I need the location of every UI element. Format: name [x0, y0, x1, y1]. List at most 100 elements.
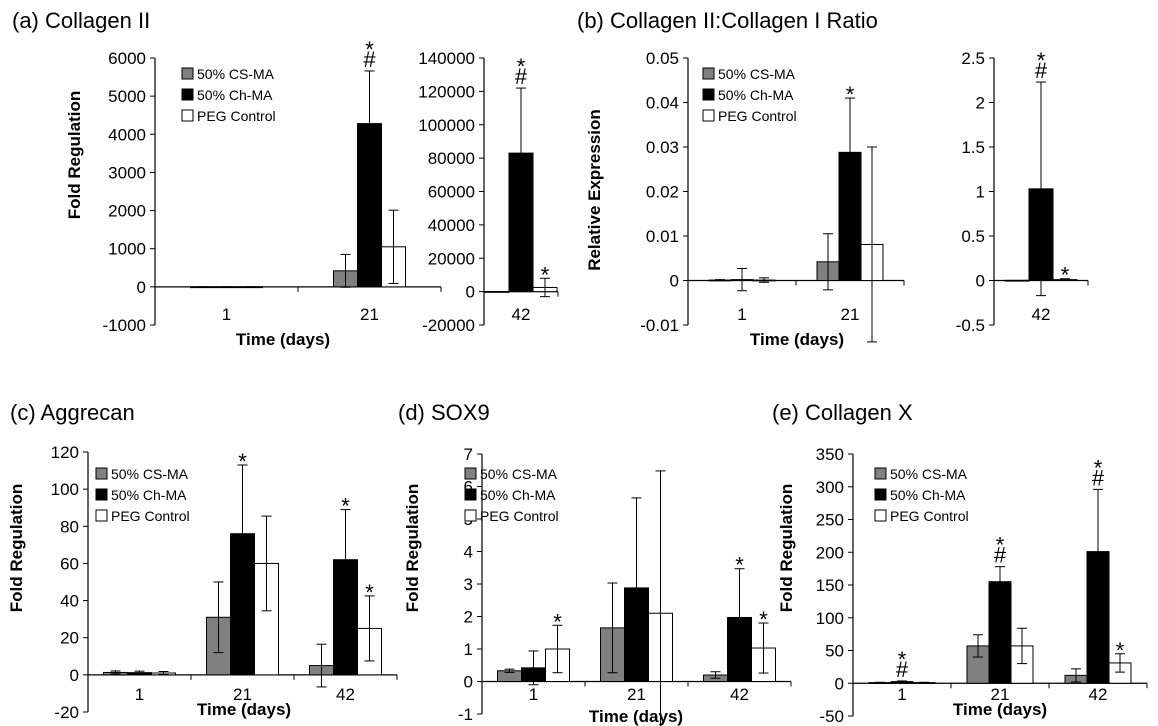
- legend-swatch: [464, 488, 477, 501]
- y-tick-label: 0: [70, 666, 79, 685]
- legend-swatch: [874, 509, 887, 522]
- legend-swatch: [181, 88, 194, 101]
- chart-title: (a) Collagen II: [12, 8, 150, 33]
- y-tick-label: 40000: [428, 216, 475, 235]
- x-tick-label: 21: [360, 305, 379, 324]
- x-tick-label: 1: [737, 305, 746, 324]
- y-tick-label: 0: [835, 674, 844, 693]
- y-tick-label: -1: [458, 705, 473, 724]
- significance-asterisk: *: [846, 82, 855, 107]
- significance-asterisk: *: [996, 533, 1005, 558]
- y-tick-label: 0.03: [646, 138, 679, 157]
- x-tick-label: 21: [627, 685, 646, 704]
- legend-swatch: [464, 467, 477, 480]
- x-axis-label: Time (days): [953, 700, 1047, 719]
- bar: [357, 123, 382, 288]
- y-tick-label: 6000: [108, 49, 146, 68]
- x-tick-label: 42: [1032, 305, 1051, 324]
- y-tick-label: 350: [816, 445, 844, 464]
- panel-b-collagen-ratio-day-42: -0.500.511.522.542*#*: [956, 48, 1089, 335]
- significance-hash: #: [363, 47, 376, 72]
- y-tick-label: 150: [816, 576, 844, 595]
- legend-label: 50% Ch-MA: [111, 487, 187, 503]
- legend-swatch: [95, 509, 108, 522]
- legend-swatch: [181, 109, 194, 122]
- significance-asterisk: *: [1116, 638, 1125, 663]
- x-tick-label: 42: [730, 685, 749, 704]
- y-tick-label: 0: [670, 272, 679, 291]
- significance-asterisk: *: [365, 37, 374, 62]
- legend-swatch: [702, 109, 715, 122]
- significance-hash: #: [994, 543, 1007, 568]
- y-tick-label: 1.5: [961, 138, 985, 157]
- x-tick-label: 42: [1089, 685, 1108, 704]
- y-tick-label: 5000: [108, 87, 146, 106]
- y-tick-label: -20000: [422, 316, 475, 335]
- legend-label: PEG Control: [111, 508, 190, 524]
- y-tick-label: 60: [60, 554, 79, 573]
- legend-label: 50% CS-MA: [480, 466, 558, 482]
- significance-asterisk: *: [341, 494, 350, 519]
- x-axis-label: Time (days): [236, 330, 330, 349]
- y-tick-label: 4000: [108, 125, 146, 144]
- panel-c-aggrecan: (c) Aggrecan Fold Regulation Time (days) -2…: [7, 400, 398, 722]
- legend-swatch: [874, 488, 887, 501]
- y-tick-label: 60000: [428, 183, 475, 202]
- legend-label: 50% Ch-MA: [197, 87, 273, 103]
- chart-title: (d) SOX9: [398, 400, 490, 425]
- y-tick-label: 3: [464, 575, 473, 594]
- y-tick-label: 0: [464, 673, 473, 692]
- y-tick-label: 0: [137, 278, 146, 297]
- significance-asterisk: *: [1061, 263, 1070, 288]
- legend-swatch: [181, 67, 194, 80]
- legend-swatch: [95, 488, 108, 501]
- significance-asterisk: *: [517, 54, 526, 79]
- y-tick-label: 2.5: [961, 49, 985, 68]
- y-tick-label: 20000: [428, 249, 475, 268]
- significance-asterisk: *: [553, 609, 562, 634]
- y-axis-label: Fold Regulation: [777, 484, 796, 612]
- y-tick-label: 1000: [108, 240, 146, 259]
- x-tick-label: 21: [991, 685, 1010, 704]
- y-tick-label: 1: [464, 640, 473, 659]
- y-tick-label: 200: [816, 543, 844, 562]
- y-tick-label: 0.04: [646, 94, 679, 113]
- y-tick-label: 0.5: [961, 227, 985, 246]
- x-tick-label: 21: [841, 305, 860, 324]
- significance-hash: #: [1092, 465, 1105, 490]
- y-tick-label: 4: [464, 543, 473, 562]
- y-tick-label: 40: [60, 592, 79, 611]
- y-tick-label: 2: [464, 608, 473, 627]
- y-axis-label: Fold Regulation: [65, 91, 84, 219]
- y-axis-label: Fold Regulation: [7, 484, 26, 612]
- legend-label: 50% CS-MA: [890, 466, 968, 482]
- y-tick-label: 0.05: [646, 49, 679, 68]
- x-tick-label: 1: [222, 305, 231, 324]
- y-tick-label: 250: [816, 511, 844, 530]
- legend-swatch: [874, 467, 887, 480]
- y-tick-label: -1000: [103, 316, 146, 335]
- significance-asterisk: *: [365, 580, 374, 605]
- y-tick-label: -20: [54, 703, 79, 722]
- significance-hash: #: [1035, 58, 1048, 83]
- y-tick-label: 2: [976, 94, 985, 113]
- y-tick-label: 0: [466, 283, 475, 302]
- legend-label: 50% CS-MA: [111, 466, 189, 482]
- legend-label: PEG Control: [890, 508, 969, 524]
- y-tick-label: 2000: [108, 202, 146, 221]
- legend-swatch: [464, 509, 477, 522]
- chart-title: (e) Collagen X: [772, 400, 913, 425]
- legend-label: PEG Control: [718, 108, 797, 124]
- panel-a-collagen-ii-days-1-21: (a) Collagen II Fold Regulation Time (days…: [12, 8, 442, 349]
- y-tick-label: 0.02: [646, 183, 679, 202]
- legend-swatch: [702, 67, 715, 80]
- significance-asterisk: *: [735, 553, 744, 578]
- significance-asterisk: *: [898, 647, 907, 672]
- x-tick-label: 1: [529, 685, 538, 704]
- chart-title: (c) Aggrecan: [10, 400, 135, 425]
- legend-label: 50% CS-MA: [197, 66, 275, 82]
- x-tick-label: 1: [897, 685, 906, 704]
- significance-asterisk: *: [541, 262, 550, 287]
- y-tick-label: -0.5: [956, 316, 985, 335]
